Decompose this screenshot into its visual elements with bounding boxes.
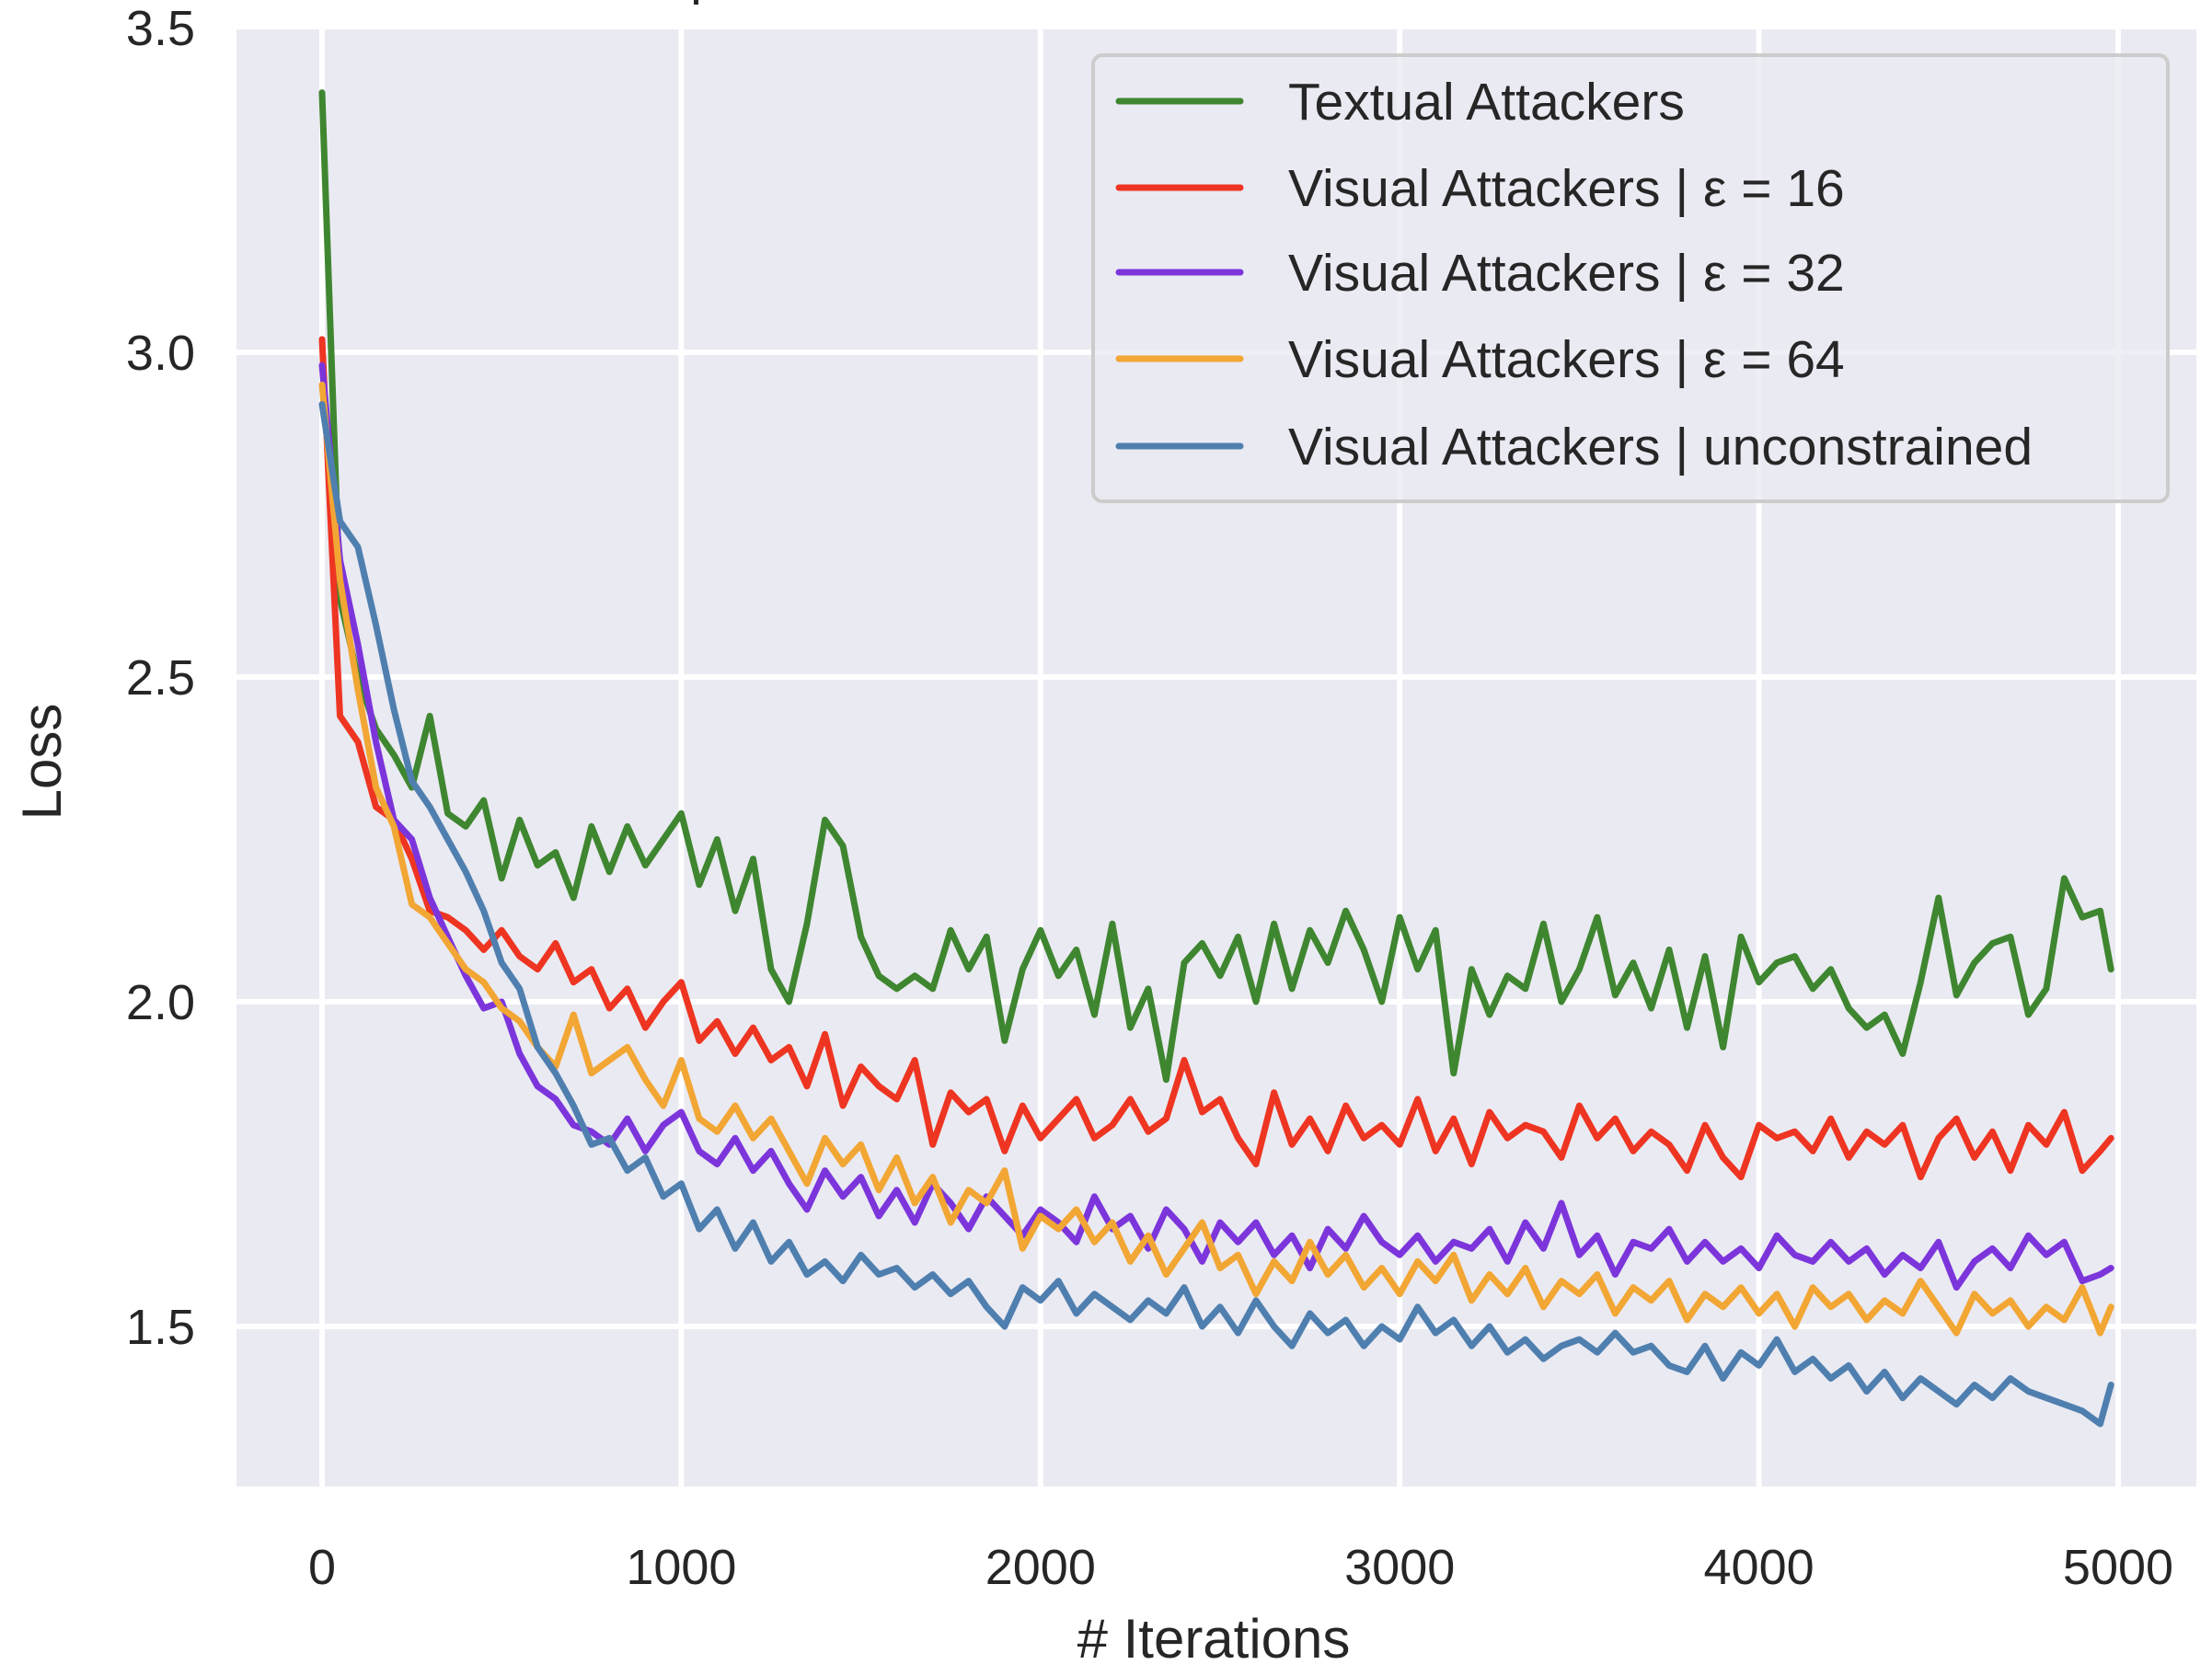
y-tick-label: 3.5 <box>126 1 195 56</box>
y-tick-label: 3.0 <box>126 326 195 381</box>
clipped-title-fragment <box>694 0 698 5</box>
legend-box <box>1091 53 2170 503</box>
x-tick-label: 5000 <box>2063 1540 2173 1595</box>
legend-item-eps32: Visual Attackers | ε = 32 <box>1115 244 1845 303</box>
legend-item-textual: Textual Attackers <box>1115 73 1685 132</box>
y-tick-label: 1.5 <box>126 1300 195 1355</box>
x-axis-ticks: 0 1000 2000 3000 4000 5000 <box>308 1540 2173 1595</box>
x-axis-label: # Iterations <box>1077 1608 1351 1670</box>
legend-item-eps16: Visual Attackers | ε = 16 <box>1115 159 1845 218</box>
y-tick-label: 2.0 <box>126 975 195 1030</box>
legend-label: Visual Attackers | ε = 32 <box>1288 244 1845 303</box>
x-tick-label: 4000 <box>1704 1540 1815 1595</box>
legend-label: Visual Attackers | ε = 16 <box>1288 159 1845 218</box>
y-axis-label: Loss <box>11 704 73 821</box>
legend-label: Visual Attackers | unconstrained <box>1288 418 2033 476</box>
y-axis-ticks: 1.5 2.0 2.5 3.0 3.5 <box>126 1 195 1355</box>
series-line-3 <box>318 381 2114 1337</box>
legend-item-unconstrained: Visual Attackers | unconstrained <box>1115 418 2033 476</box>
series-line-0 <box>318 89 2114 1084</box>
x-tick-label: 0 <box>308 1540 336 1595</box>
legend-label: Visual Attackers | ε = 64 <box>1288 330 1845 389</box>
x-tick-label: 2000 <box>985 1540 1096 1595</box>
series-layer <box>318 89 2114 1428</box>
x-tick-label: 1000 <box>626 1540 736 1595</box>
legend-item-eps64: Visual Attackers | ε = 64 <box>1115 330 1845 389</box>
x-tick-label: 3000 <box>1344 1540 1455 1595</box>
legend: Textual Attackers Visual Attackers | ε =… <box>1091 53 2170 503</box>
y-tick-label: 2.5 <box>126 650 195 706</box>
series-line-2 <box>318 362 2114 1291</box>
series-line-4 <box>318 401 2114 1428</box>
legend-label: Textual Attackers <box>1288 73 1685 132</box>
series-line-1 <box>318 336 2114 1181</box>
